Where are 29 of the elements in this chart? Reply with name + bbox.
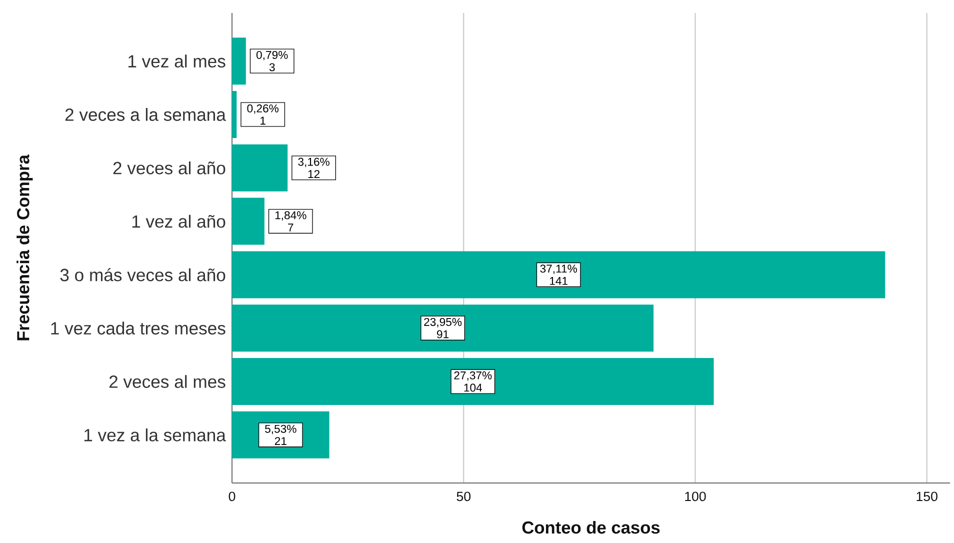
bar (232, 38, 246, 85)
data-label: 23,95% 91 (424, 318, 462, 338)
y-tick-label: 1 vez cada tres meses (51, 322, 226, 335)
x-tick-label: 0 (228, 492, 236, 502)
bar (232, 90, 237, 138)
bar (232, 144, 288, 192)
data-label: 5,53% 21 (265, 424, 296, 446)
data-label: 27,37% 104 (454, 371, 492, 392)
data-label: 3,16% 12 (298, 158, 330, 178)
x-tick-label: 150 (916, 492, 938, 502)
bar (232, 358, 714, 406)
y-tick-label: 1 vez al año (132, 214, 226, 228)
y-tick-label: 2 veces al año (113, 161, 226, 174)
y-tick-label: 1 vez a la semana (84, 428, 226, 442)
bar (232, 304, 654, 352)
x-axis-title: Conteo de casos (522, 520, 660, 534)
y-tick-label: 1 vez al mes (128, 54, 226, 68)
y-tick-label: 2 veces al mes (109, 375, 226, 388)
y-tick-label: 2 veces a la semana (65, 108, 226, 121)
y-axis-title: Frecuencia de Compra (16, 154, 33, 340)
x-tick-label: 50 (456, 492, 471, 502)
data-label: 1,84% 7 (275, 211, 306, 232)
data-label: 0,26% 1 (247, 104, 279, 125)
bar (232, 198, 264, 245)
y-tick-label: 3 o más veces al año (60, 268, 226, 282)
data-label: 0,79% 3 (256, 50, 288, 72)
data-label: 37,11% 141 (540, 264, 577, 285)
x-tick-label: 100 (685, 492, 706, 502)
bar (232, 251, 886, 298)
